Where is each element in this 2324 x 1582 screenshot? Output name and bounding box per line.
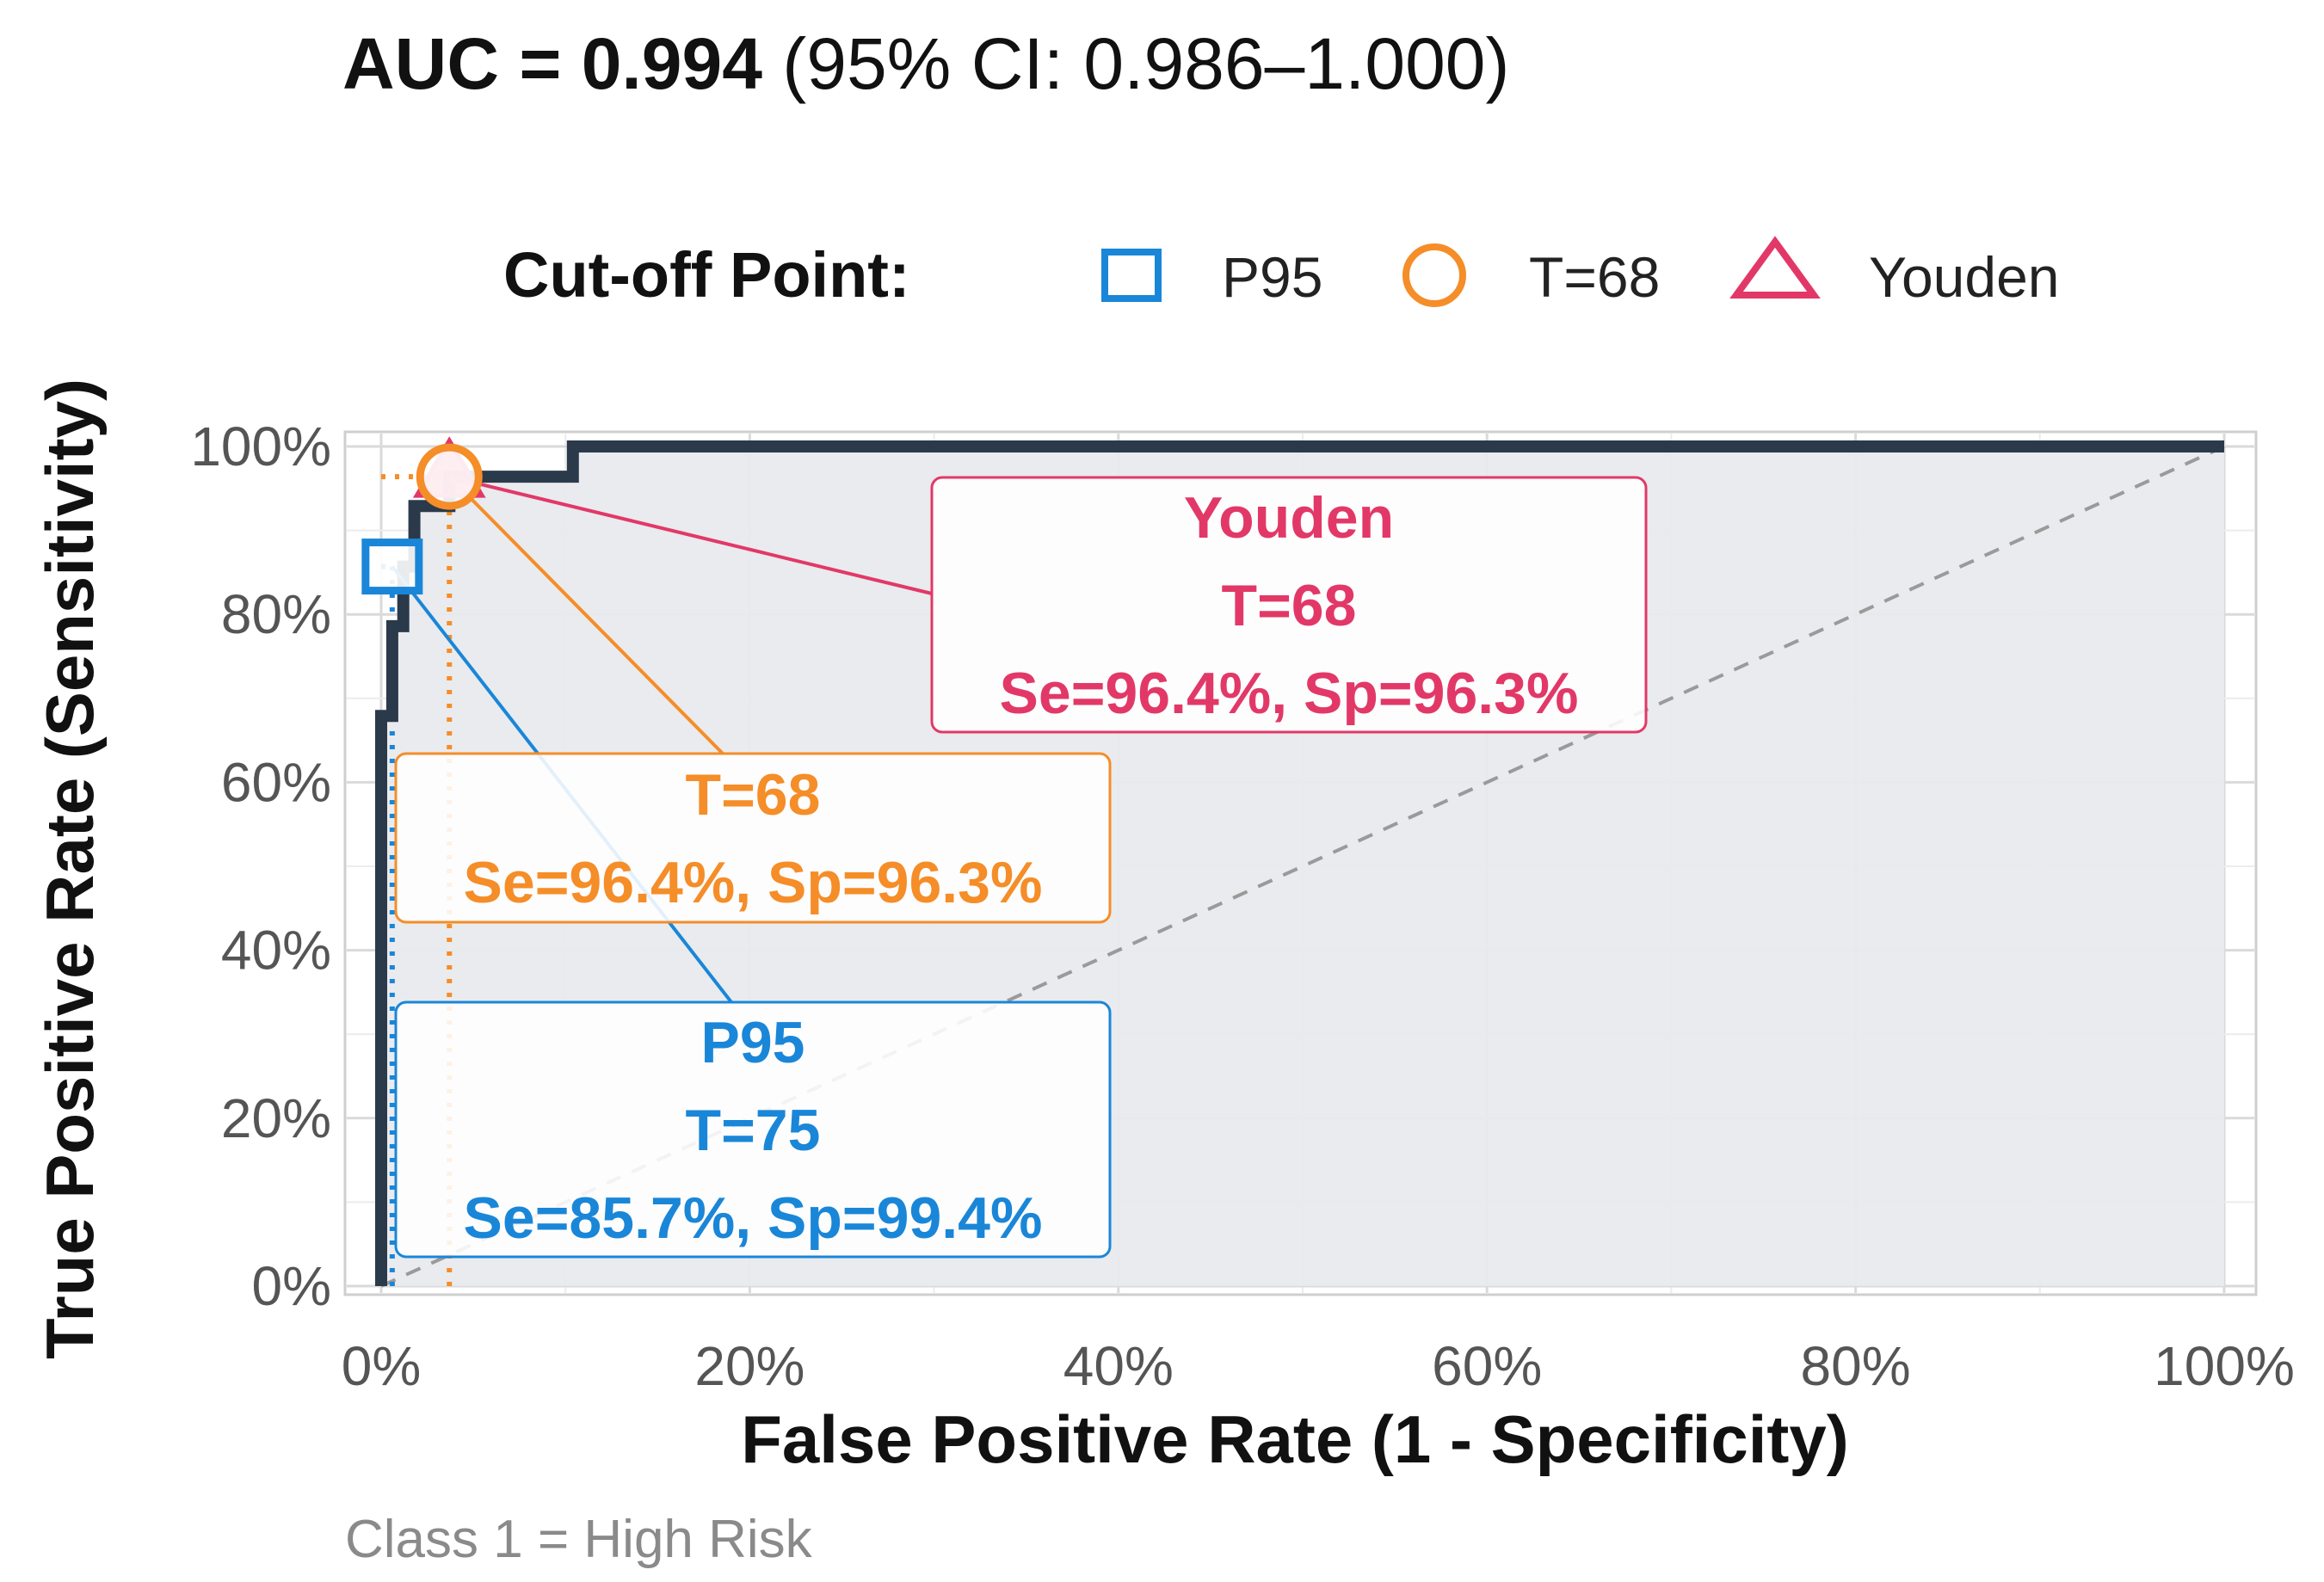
- label-text-p95: P95: [701, 1010, 805, 1075]
- x-tick-label: 40%: [1063, 1335, 1174, 1397]
- x-tick-label: 80%: [1801, 1335, 1911, 1397]
- x-axis-ticks: 0% 20% 40% 60% 80% 100%: [342, 1335, 2295, 1397]
- x-tick-label: 100%: [2154, 1335, 2295, 1397]
- y-tick-label: 80%: [221, 583, 331, 645]
- legend-title: Cut-off Point:: [503, 239, 910, 311]
- legend-circle-icon: [1402, 243, 1466, 307]
- title-ci: (95% CI: 0.986–1.000): [762, 23, 1510, 104]
- legend-triangle-icon: [1729, 236, 1821, 299]
- connector-t-68: [447, 475, 724, 755]
- x-axis-title: False Positive Rate (1 - Specificity): [741, 1401, 1848, 1477]
- connector-youden: [448, 475, 933, 595]
- label-text-p95: T=75: [686, 1098, 821, 1163]
- y-tick-label: 0%: [252, 1255, 332, 1317]
- x-tick-label: 60%: [1432, 1335, 1542, 1397]
- marker-t68-circle-icon: [416, 443, 483, 510]
- y-tick-label: 20%: [221, 1087, 331, 1149]
- x-tick-label: 20%: [694, 1335, 804, 1397]
- label-text-p95: Se=85.7%, Sp=99.4%: [464, 1185, 1043, 1251]
- title-prefix: AUC =: [342, 23, 582, 104]
- label-text-youden: Se=96.4%, Sp=96.3%: [1000, 661, 1579, 726]
- y-tick-label: 40%: [221, 920, 331, 982]
- cutoff-labels: Youden T=68 Se=96.4%, Sp=96.3% T=68 Se=96.4%…: [394, 476, 1648, 1259]
- cutoff-markers: [361, 436, 486, 595]
- label-text-youden: T=68: [1222, 573, 1357, 638]
- x-tick-label: 0%: [342, 1335, 422, 1397]
- chart-title: AUC = 0.994 (95% CI: 0.986–1.000): [342, 23, 1509, 104]
- legend-label-p95: P95: [1222, 245, 1322, 309]
- y-axis-ticks: 0% 20% 40% 60% 80% 100%: [190, 416, 331, 1317]
- label-text-t-68: Se=96.4%, Sp=96.3%: [464, 850, 1043, 915]
- label-box-t-68: [394, 752, 1112, 924]
- y-tick-label: 60%: [221, 751, 331, 813]
- caption: Class 1 = High Risk: [345, 1510, 813, 1569]
- label-text-t-68: T=68: [686, 762, 821, 828]
- legend-square-icon: [1101, 249, 1162, 302]
- legend-label-youden: Youden: [1869, 245, 2060, 309]
- y-axis-title: True Positive Rate (Sensitivity): [32, 379, 108, 1359]
- label-box-youden: [930, 476, 1648, 734]
- marker-p95-square-icon: [361, 539, 423, 595]
- y-tick-label: 100%: [190, 416, 331, 477]
- legend-label-t68: T=68: [1529, 245, 1660, 309]
- label-box-p95: [394, 1000, 1112, 1259]
- title-auc-value: 0.994: [582, 23, 762, 104]
- label-text-youden: Youden: [1184, 485, 1394, 551]
- legend: Cut-off Point: P95 T=68 Youden: [503, 236, 2060, 311]
